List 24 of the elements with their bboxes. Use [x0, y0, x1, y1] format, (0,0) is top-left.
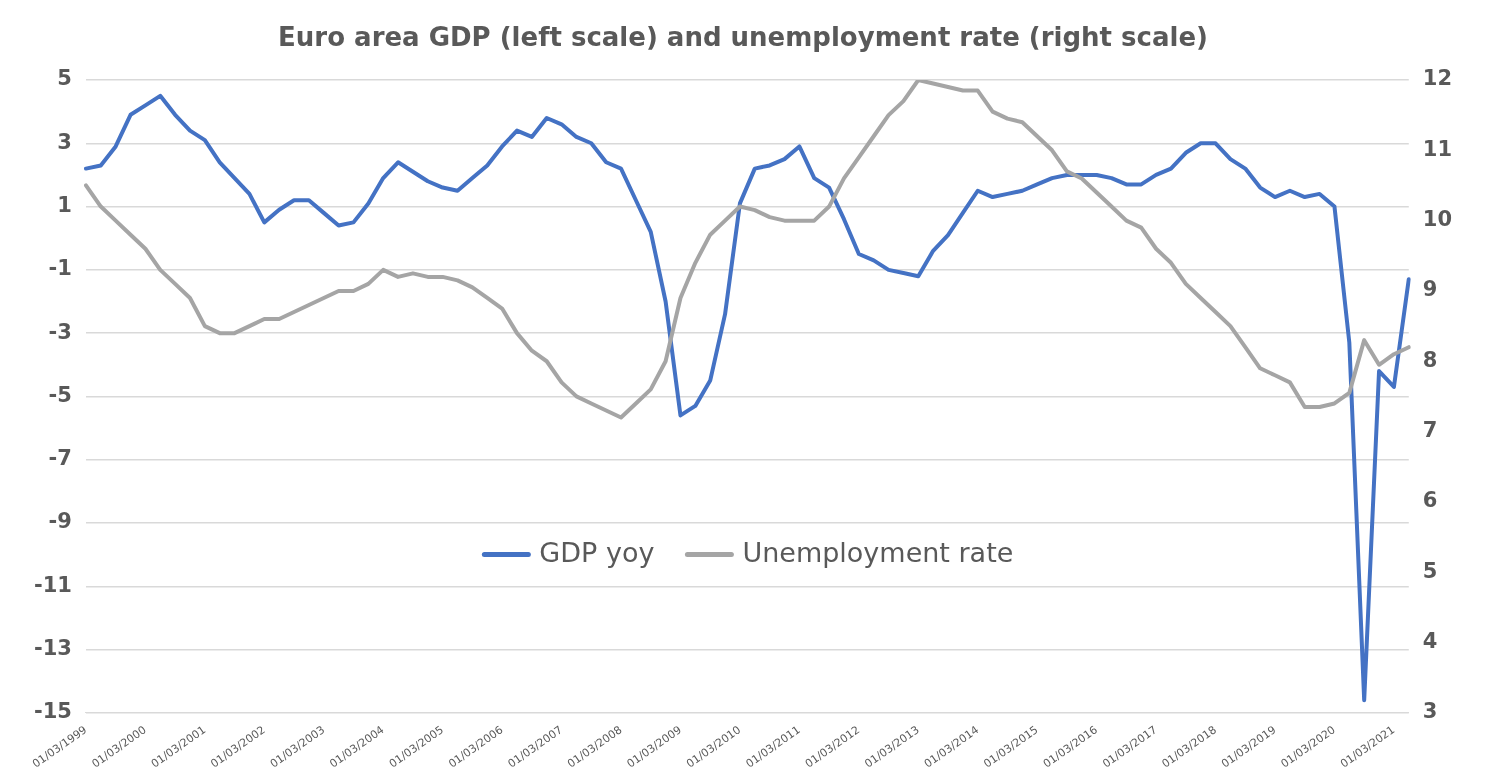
y2-tick-label: 4	[1422, 628, 1438, 653]
y2-tick-label: 9	[1422, 277, 1438, 302]
legend-label: Unemployment rate	[742, 536, 1014, 568]
chart-title: Euro area GDP (left scale) and unemployment rate (right scale)	[277, 22, 1209, 52]
y-tick-label: 1	[57, 193, 72, 218]
y-tick-label: -3	[48, 319, 72, 344]
y2-tick-label: 8	[1422, 347, 1438, 372]
y2-tick-label: 3	[1422, 699, 1438, 724]
y-tick-label: -11	[33, 572, 72, 597]
y-tick-label: 5	[57, 66, 72, 91]
y-tick-label: -5	[48, 382, 72, 407]
legend-label: GDP yoy	[539, 536, 655, 568]
y-tick-label: -15	[33, 699, 72, 724]
y2-tick-label: 10	[1422, 207, 1453, 232]
y-tick-label: -7	[48, 446, 72, 471]
y2-tick-label: 12	[1422, 66, 1453, 91]
y2-tick-label: 5	[1422, 558, 1438, 583]
y2-tick-label: 6	[1422, 488, 1438, 513]
y-tick-label: -13	[33, 635, 72, 660]
y-tick-label: -9	[48, 509, 72, 534]
y2-tick-label: 7	[1422, 418, 1438, 443]
y-tick-label: -1	[48, 256, 72, 281]
y2-tick-label: 11	[1422, 136, 1453, 161]
y-tick-label: 3	[57, 129, 72, 154]
